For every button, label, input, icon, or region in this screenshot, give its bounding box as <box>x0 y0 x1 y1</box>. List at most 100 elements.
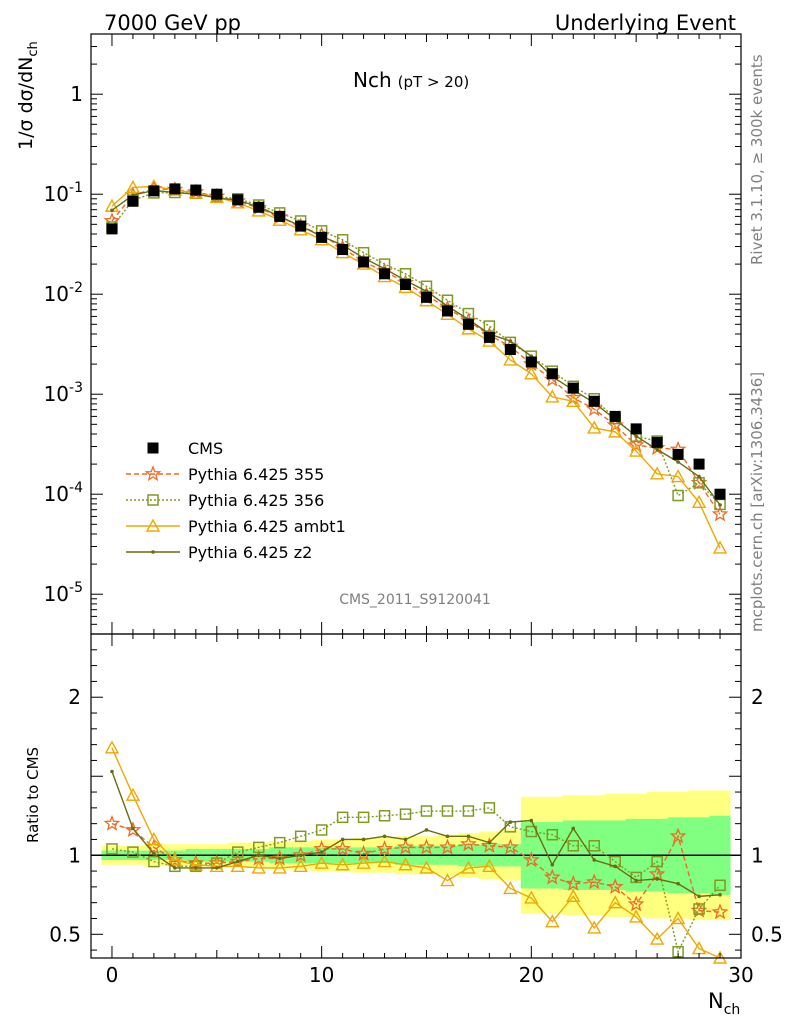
ratio-point-p356 <box>294 830 307 843</box>
ratio-point-ambt1 <box>482 858 497 873</box>
data-point-cms <box>295 220 307 232</box>
legend-marker-ambt1 <box>145 518 161 532</box>
ratio-point-ambt1 <box>356 855 371 869</box>
ratio-point-p356 <box>315 824 328 836</box>
ratio-point-p355 <box>543 868 561 885</box>
ratio-point-ambt1 <box>461 860 476 874</box>
series-point-ambt1 <box>566 393 581 407</box>
data-point-cms <box>567 382 579 394</box>
series-point-p355 <box>711 505 729 522</box>
ratio-point-z2 <box>340 837 345 842</box>
ratio-point-z2 <box>298 853 303 858</box>
rivet-version-label: Rivet 3.1.10, ≥ 300k events <box>748 54 766 265</box>
legend-label-data: CMS <box>188 439 223 458</box>
ratio-point-p356 <box>169 860 181 873</box>
header-left: 7000 GeV pp <box>104 11 241 35</box>
series-point-ambt1 <box>691 494 707 508</box>
ratio-point-z2 <box>173 866 177 870</box>
ratio-point-z2 <box>487 840 492 845</box>
ratio-point-z2 <box>215 866 219 870</box>
header-right: Underlying Event <box>555 11 736 35</box>
main-series-group <box>103 178 729 554</box>
plot-title-sub: (pT > 20) <box>398 73 470 91</box>
series-point-ambt1 <box>649 466 665 480</box>
ratio-point-p356 <box>567 840 580 852</box>
ratio-tick-label-left: 0.5 <box>49 922 81 946</box>
x-tick-label: 20 <box>519 963 544 987</box>
data-point-cms <box>672 448 684 460</box>
ratio-point-z2 <box>592 858 597 862</box>
ratio-panel-frame <box>90 633 742 959</box>
series-point-ambt1 <box>524 366 539 380</box>
ratio-tick-label-right: 1 <box>751 843 764 867</box>
data-point-cms <box>630 423 642 435</box>
ratio-point-p355 <box>606 878 624 894</box>
series-point-z2 <box>110 208 114 213</box>
legend-marker-p355 <box>144 465 162 482</box>
ratio-point-ambt1 <box>524 890 539 904</box>
ratio-point-p356 <box>483 802 496 814</box>
ratio-point-p356 <box>357 811 370 824</box>
y-tick-label: 10-1 <box>44 180 83 206</box>
ratio-point-ambt1 <box>314 855 329 869</box>
series-point-z2 <box>508 339 513 343</box>
ratio-point-p355 <box>711 903 729 920</box>
series-point-z2 <box>634 434 638 439</box>
ratio-point-ambt1 <box>649 931 665 945</box>
ratio-point-p356 <box>106 843 118 855</box>
data-point-cms <box>546 368 558 380</box>
x-axis-label-sub: ch <box>724 1002 741 1018</box>
ratio-point-p356 <box>441 805 454 817</box>
ratio-point-z2 <box>718 892 722 897</box>
ratio-point-ambt1 <box>293 858 308 873</box>
ratio-point-z2 <box>382 834 387 839</box>
ratio-point-p355 <box>585 873 603 890</box>
ratio-point-ambt1 <box>167 852 183 866</box>
data-point-cms <box>358 256 370 268</box>
legend: CMS Pythia 6.425 355 Pythia 6.425 356 Pythi… <box>126 439 346 562</box>
ratio-point-z2 <box>424 828 429 832</box>
data-point-cms <box>588 395 600 407</box>
ratio-point-ambt1 <box>125 787 141 801</box>
ratio-point-p355 <box>418 838 435 855</box>
ratio-tick-label-right: 0.5 <box>751 922 783 946</box>
ratio-point-ambt1 <box>566 888 581 903</box>
ratio-point-p355 <box>522 851 540 868</box>
ratio-point-p356 <box>232 846 244 858</box>
ratio-point-p356 <box>190 860 202 873</box>
analysis-watermark: CMS_2011_S9120041 <box>339 592 491 608</box>
ratio-point-p355 <box>376 840 393 857</box>
ratio-point-z2 <box>466 834 471 839</box>
x-tick-label: 0 <box>106 963 119 987</box>
ratio-tick-label-left: 2 <box>68 685 81 709</box>
legend-label-ambt1: Pythia 6.425 ambt1 <box>188 517 346 536</box>
ratio-point-z2 <box>403 837 408 842</box>
ratio-point-p356 <box>378 810 391 822</box>
y-tick-label: 1 <box>70 82 83 106</box>
ratio-point-z2 <box>697 894 701 899</box>
ratio-point-p356 <box>127 846 139 858</box>
data-point-cms <box>651 436 663 448</box>
ratio-point-ambt1 <box>670 911 686 925</box>
ratio-point-z2 <box>634 878 638 883</box>
ratio-point-z2 <box>152 851 156 856</box>
legend-label-z2: Pythia 6.425 z2 <box>188 543 312 562</box>
ratio-point-p356 <box>546 828 559 841</box>
y-tick-label: 10-2 <box>44 280 83 306</box>
series-point-z2 <box>697 474 701 479</box>
ratio-point-p356 <box>420 805 433 817</box>
y-axis-label: 1/σ dσ/dNch <box>15 41 41 150</box>
axis-ticks: 0 10 20 30 10-5 10-4 10-3 10-2 10-1 1 0.5 0.5 1 1 2 2 <box>44 33 783 987</box>
y-tick-label: 10-4 <box>44 480 84 506</box>
ratio-point-z2 <box>361 837 366 842</box>
ratio-point-p355 <box>460 835 477 852</box>
y-tick-label: 10-3 <box>44 380 83 406</box>
data-point-cms <box>274 210 286 222</box>
series-point-ambt1 <box>587 420 602 434</box>
ratio-point-p356 <box>273 836 286 849</box>
data-point-cms <box>190 184 202 196</box>
series-point-z2 <box>655 447 659 452</box>
ratio-point-p356 <box>651 855 663 868</box>
ratio-point-p356 <box>714 879 726 892</box>
data-point-cms <box>483 331 495 343</box>
